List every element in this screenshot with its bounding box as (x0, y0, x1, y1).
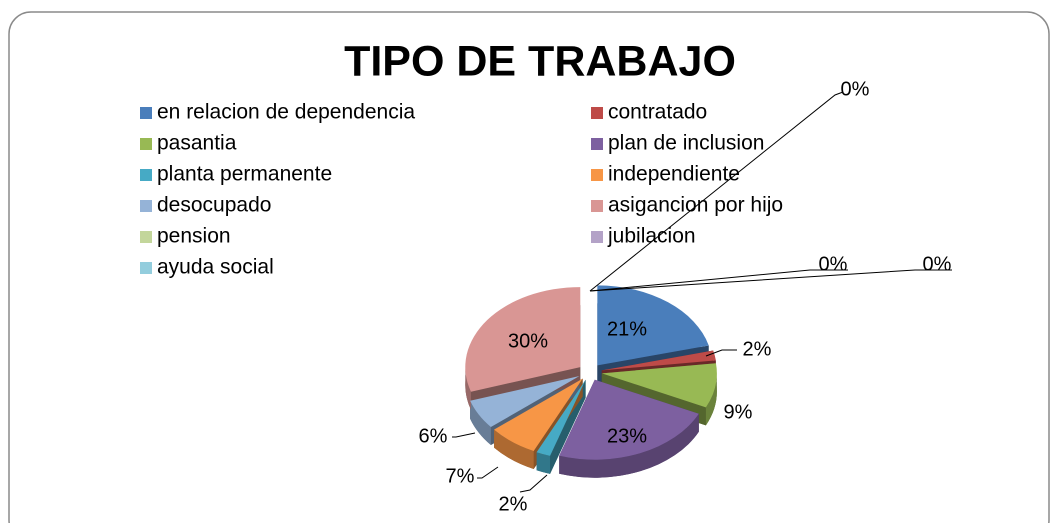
legend-label: pension (157, 225, 231, 248)
leader-line (589, 269, 952, 292)
legend-label: pasantia (157, 132, 237, 155)
slice (601, 350, 716, 371)
slice-side (559, 413, 699, 478)
legend-label: jubilacion (607, 225, 696, 248)
legend-label: ayuda social (157, 256, 274, 279)
legend-label: asigancion por hijo (608, 194, 783, 217)
legend-swatch (591, 138, 603, 150)
legend-label: contratado (608, 101, 707, 124)
data-label: 9% (724, 401, 753, 423)
data-label: 2% (499, 493, 528, 515)
slice (470, 376, 580, 428)
leader-line (519, 474, 548, 493)
legend-swatch (140, 231, 152, 243)
legend-label: planta permanente (157, 163, 332, 186)
legend-swatch (591, 200, 603, 212)
legend-swatch (591, 231, 603, 243)
slice (494, 378, 583, 452)
data-label: 6% (419, 425, 448, 447)
data-label: 7% (446, 465, 475, 487)
data-label: 30% (508, 330, 548, 352)
slice-side (705, 373, 717, 426)
legend-label: plan de inclusion (608, 132, 764, 155)
slice (536, 379, 586, 456)
legend-swatch (140, 138, 152, 150)
legend-swatch (591, 107, 603, 119)
slice-side (494, 429, 534, 470)
slice (601, 363, 717, 408)
slice (465, 287, 581, 392)
legend-swatch (140, 262, 152, 274)
slice (559, 379, 699, 460)
legend-label: independiente (608, 163, 740, 186)
data-label: 0% (923, 253, 952, 275)
legend-label: en relacion de dependencia (157, 101, 415, 124)
leader-line (589, 91, 844, 292)
legend-swatch (140, 200, 152, 212)
chart-title: TIPO DE TRABAJO (344, 37, 736, 85)
data-label: 21% (607, 318, 647, 340)
slice (597, 285, 709, 366)
chart-frame (8, 11, 1050, 523)
slice-side (536, 452, 551, 474)
leader-line (477, 466, 499, 479)
legend-label: desocupado (157, 194, 271, 217)
leader-line (452, 432, 476, 438)
slice-side (470, 400, 491, 446)
legend-swatch (591, 169, 603, 181)
legend-swatch (140, 107, 152, 119)
data-label: 2% (743, 338, 772, 360)
data-label: 23% (607, 425, 647, 447)
leader-line (589, 269, 848, 292)
data-label: 0% (819, 253, 848, 275)
data-label: 0% (841, 78, 870, 100)
slice-side (465, 367, 471, 410)
leader-line (705, 349, 737, 357)
legend-swatch (140, 169, 152, 181)
